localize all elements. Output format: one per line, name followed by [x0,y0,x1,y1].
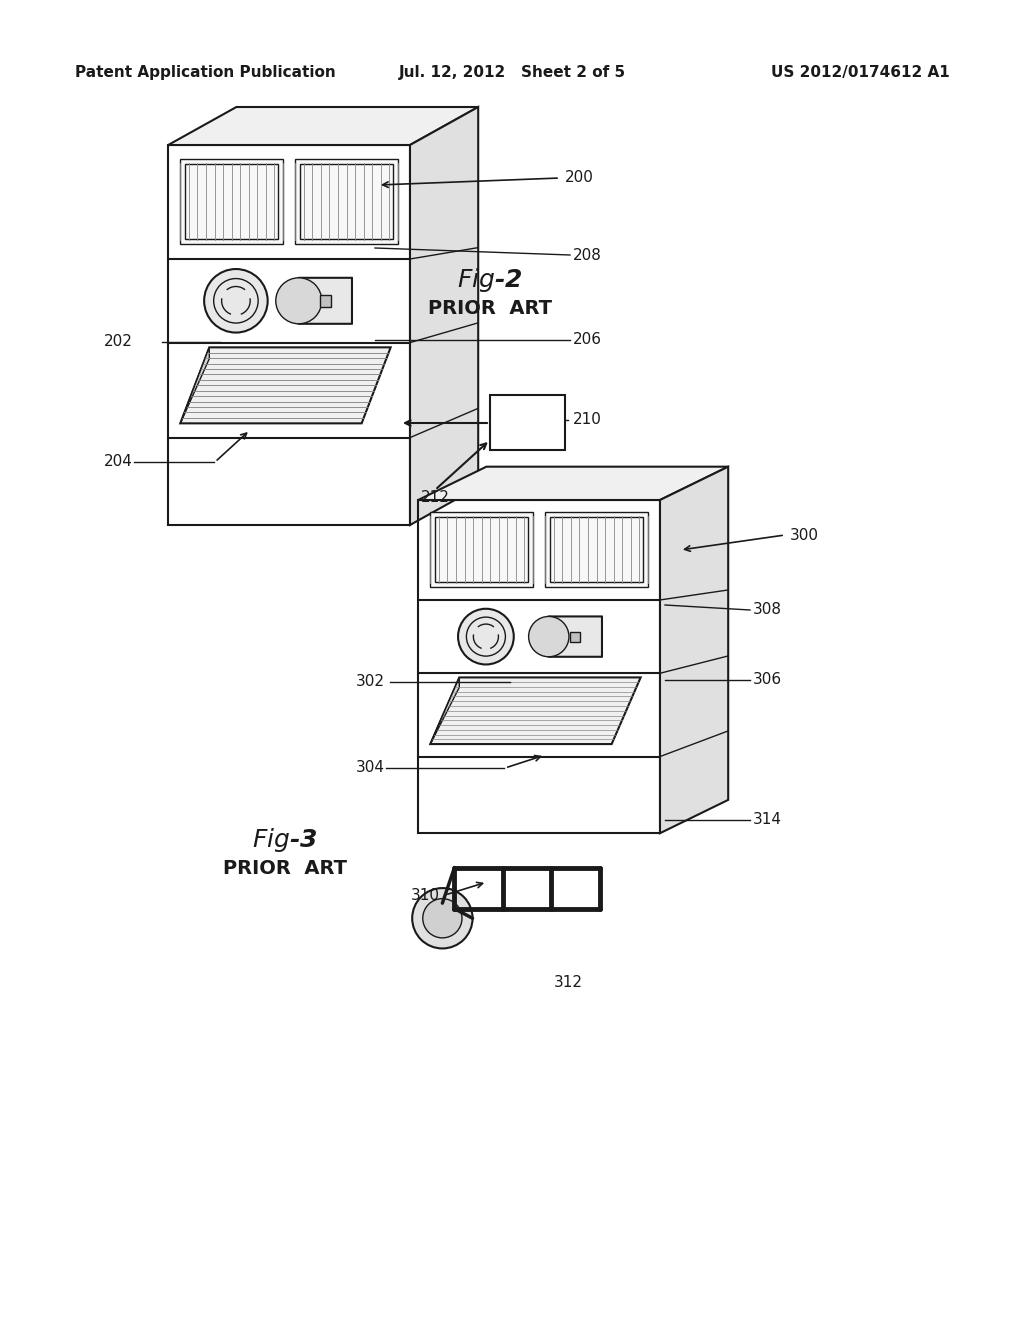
Circle shape [458,609,514,664]
Text: PRIOR  ART: PRIOR ART [428,298,552,318]
Circle shape [275,277,322,323]
Text: 206: 206 [573,333,602,347]
Text: 304: 304 [356,760,385,776]
Polygon shape [180,158,283,244]
Polygon shape [430,677,460,744]
Text: 314: 314 [753,813,782,828]
Text: $\mathit{Fig}$-2: $\mathit{Fig}$-2 [457,267,523,294]
Text: 300: 300 [790,528,819,543]
Circle shape [423,899,462,939]
Text: Jul. 12, 2012   Sheet 2 of 5: Jul. 12, 2012 Sheet 2 of 5 [398,65,626,79]
Text: 302: 302 [356,675,385,689]
Polygon shape [570,631,581,642]
Text: 208: 208 [573,248,602,263]
Text: 308: 308 [753,602,782,618]
Text: 306: 306 [753,672,782,688]
Polygon shape [410,107,478,525]
Polygon shape [180,347,209,424]
Text: 202: 202 [104,334,133,350]
Polygon shape [430,512,534,587]
FancyBboxPatch shape [549,616,602,657]
Polygon shape [295,158,398,244]
Text: PRIOR  ART: PRIOR ART [223,858,347,878]
Text: $\mathit{Fig}$-3: $\mathit{Fig}$-3 [252,826,317,854]
Text: 312: 312 [554,975,583,990]
Polygon shape [660,467,728,833]
FancyBboxPatch shape [299,277,352,323]
Polygon shape [168,107,478,145]
Polygon shape [545,512,648,587]
Circle shape [413,888,472,949]
Circle shape [204,269,267,333]
Text: 204: 204 [104,454,133,470]
Polygon shape [418,467,728,500]
Polygon shape [180,347,391,424]
Text: Patent Application Publication: Patent Application Publication [75,65,336,79]
Polygon shape [319,296,331,306]
Polygon shape [430,677,641,744]
Text: 200: 200 [565,170,594,186]
Circle shape [528,616,569,657]
Text: 310: 310 [411,887,440,903]
Polygon shape [490,395,565,450]
Text: US 2012/0174612 A1: US 2012/0174612 A1 [771,65,950,79]
Text: 212: 212 [421,490,450,506]
Text: 210: 210 [573,412,602,428]
